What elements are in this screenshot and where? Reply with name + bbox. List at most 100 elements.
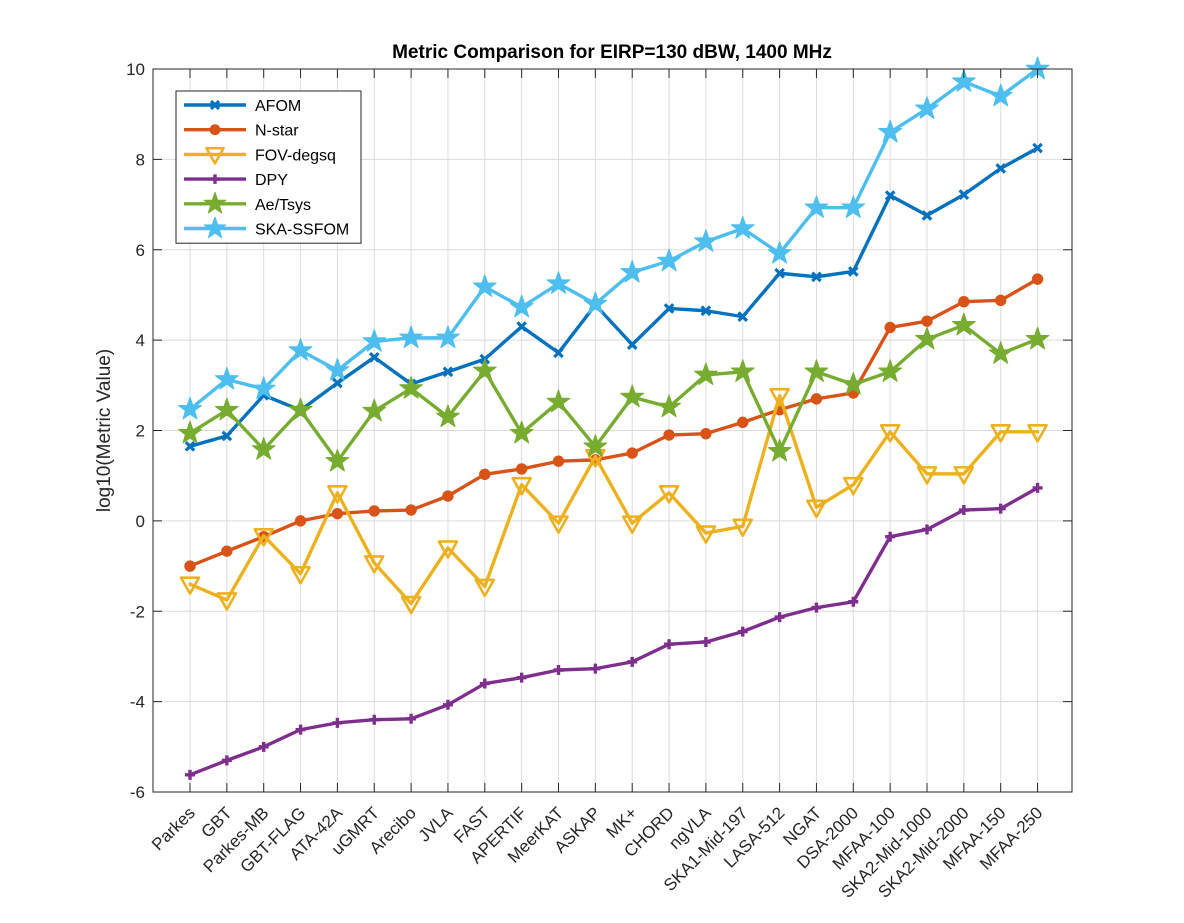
data-point-dpy: [185, 769, 195, 780]
data-point-n-star: [184, 560, 196, 572]
data-point-afom: [921, 210, 933, 221]
data-point-afom: [958, 189, 970, 200]
data-point-ska-ssfom: [657, 248, 681, 272]
data-point-dpy: [664, 639, 675, 650]
data-point-ae-tsys: [472, 358, 497, 382]
data-point-fov-degsq: [695, 525, 717, 544]
legend-entry-dpy: DPY: [184, 172, 288, 189]
data-point-afom: [774, 267, 785, 279]
data-point-ae-tsys: [915, 326, 939, 350]
data-point-dpy: [516, 672, 527, 683]
data-point-ska-ssfom: [951, 69, 976, 92]
legend-marker: [203, 191, 227, 214]
data-point-n-star: [368, 505, 380, 517]
data-point-n-star: [221, 545, 233, 557]
series-line-fov-degsq: [188, 394, 1040, 606]
data-point-ae-tsys: [1025, 326, 1050, 350]
data-point-fov-degsq: [327, 485, 348, 504]
data-point-fov-degsq: [290, 565, 311, 585]
data-point-n-star: [700, 427, 712, 440]
data-point-ae-tsys: [878, 359, 903, 382]
data-point-n-star: [626, 447, 638, 459]
data-point-n-star: [331, 507, 344, 520]
data-point-fov-degsq: [253, 527, 275, 547]
y-tick-label: 10: [126, 60, 145, 79]
data-point-afom: [847, 266, 859, 277]
data-point-afom: [368, 351, 380, 363]
data-point-n-star: [294, 515, 307, 527]
data-point-dpy: [922, 524, 932, 535]
data-point-dpy: [995, 503, 1006, 514]
series-line-dpy: [188, 486, 1040, 777]
data-point-ska-ssfom: [362, 328, 387, 352]
legend-label: AFOM: [255, 98, 301, 115]
data-point-dpy: [258, 741, 269, 752]
legend-entry-afom: AFOM: [184, 98, 301, 115]
data-point-ska-ssfom: [178, 396, 202, 420]
y-tick-label: 4: [136, 331, 145, 350]
data-point-dpy: [1032, 482, 1043, 493]
data-point-n-star: [405, 504, 417, 516]
data-point-dpy: [627, 656, 638, 667]
data-point-fov-degsq: [363, 555, 385, 574]
data-point-ae-tsys: [436, 404, 460, 428]
legend-entry-fov-degsq: FOV-degsq: [184, 146, 336, 165]
data-point-afom: [1032, 142, 1043, 154]
legend: AFOM N-star FOV-degsq DPY Ae/Tsys SKA-SSFOM: [175, 90, 362, 244]
data-point-ska-ssfom: [841, 195, 866, 218]
data-point-dpy: [369, 714, 380, 725]
data-point-n-star: [810, 393, 823, 405]
data-point-fov-degsq: [621, 515, 643, 534]
data-point-ae-tsys: [288, 397, 313, 421]
data-point-dpy: [848, 596, 859, 607]
series-fov-degsq: [179, 387, 1048, 615]
legend-marker: [210, 174, 220, 184]
data-point-dpy: [479, 678, 490, 689]
data-point-ska-ssfom: [251, 376, 276, 400]
data-point-ska-ssfom: [583, 291, 608, 315]
data-point-n-star: [1031, 273, 1044, 285]
data-point-ska-ssfom: [214, 366, 239, 390]
y-tick-label: 8: [136, 150, 145, 169]
data-point-ae-tsys: [988, 341, 1013, 364]
series-dpy: [185, 482, 1043, 780]
data-point-dpy: [332, 717, 343, 728]
data-point-fov-degsq: [1027, 424, 1048, 443]
data-point-ae-tsys: [546, 389, 571, 413]
data-point-n-star: [921, 315, 933, 327]
data-point-dpy: [553, 664, 564, 675]
series-layer: [178, 56, 1050, 780]
legend-entry-n-star: N-star: [184, 123, 299, 140]
data-point-fov-degsq: [179, 576, 201, 595]
data-point-fov-degsq: [511, 476, 532, 496]
legend-label: N-star: [255, 123, 299, 140]
data-point-fov-degsq: [769, 387, 790, 407]
data-point-ska-ssfom: [620, 259, 645, 283]
data-point-fov-degsq: [953, 466, 975, 485]
y-tick-label: -4: [130, 693, 145, 712]
data-point-dpy: [811, 602, 822, 613]
series-line-ae-tsys: [188, 323, 1040, 463]
data-point-ae-tsys: [730, 359, 755, 382]
data-point-fov-degsq: [732, 518, 754, 538]
data-point-n-star: [442, 490, 454, 502]
data-point-fov-degsq: [400, 595, 422, 615]
data-point-ae-tsys: [178, 420, 202, 444]
y-tick-label: 0: [136, 512, 145, 531]
data-point-ae-tsys: [399, 375, 424, 399]
data-point-n-star: [552, 455, 565, 467]
data-point-afom: [811, 271, 822, 283]
data-point-ae-tsys: [325, 448, 350, 472]
data-point-ska-ssfom: [915, 96, 939, 119]
data-point-fov-degsq: [216, 592, 238, 611]
data-point-dpy: [590, 663, 601, 674]
data-point-ska-ssfom: [988, 83, 1013, 107]
data-point-afom: [184, 440, 196, 452]
data-point-ae-tsys: [767, 438, 792, 462]
data-point-ska-ssfom: [878, 119, 903, 143]
data-point-afom: [553, 347, 564, 359]
data-point-afom: [700, 305, 712, 317]
data-point-n-star: [958, 296, 970, 308]
data-point-ae-tsys: [951, 312, 976, 336]
